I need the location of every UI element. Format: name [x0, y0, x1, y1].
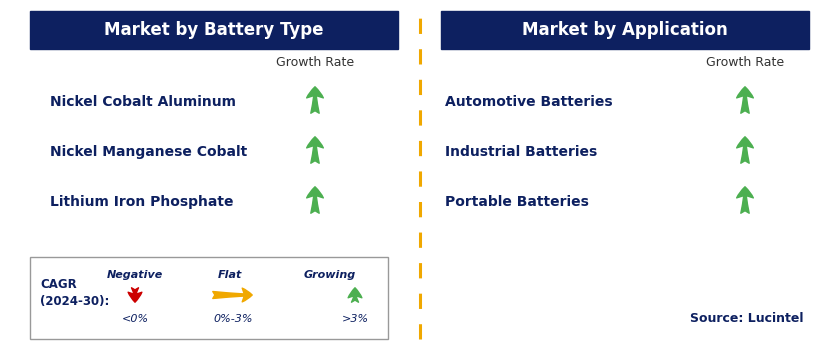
Text: >3%: >3%: [341, 314, 368, 324]
Text: Industrial Batteries: Industrial Batteries: [445, 145, 597, 159]
Text: Automotive Batteries: Automotive Batteries: [445, 95, 612, 109]
Text: Flat: Flat: [218, 270, 242, 280]
Text: Lithium Iron Phosphate: Lithium Iron Phosphate: [50, 195, 233, 209]
FancyBboxPatch shape: [30, 11, 398, 49]
FancyBboxPatch shape: [30, 257, 388, 339]
Text: Market by Battery Type: Market by Battery Type: [104, 21, 324, 39]
Text: CAGR: CAGR: [40, 277, 76, 291]
Text: <0%: <0%: [122, 314, 149, 324]
Text: (2024-30):: (2024-30):: [40, 296, 109, 308]
Text: Portable Batteries: Portable Batteries: [445, 195, 589, 209]
Text: Growing: Growing: [304, 270, 356, 280]
Text: Nickel Manganese Cobalt: Nickel Manganese Cobalt: [50, 145, 248, 159]
Text: Nickel Cobalt Aluminum: Nickel Cobalt Aluminum: [50, 95, 236, 109]
FancyBboxPatch shape: [441, 11, 809, 49]
Text: 0%-3%: 0%-3%: [213, 314, 253, 324]
Text: Source: Lucintel: Source: Lucintel: [690, 312, 804, 326]
Text: Growth Rate: Growth Rate: [706, 55, 784, 69]
Text: Negative: Negative: [107, 270, 163, 280]
Text: Growth Rate: Growth Rate: [276, 55, 354, 69]
Text: Market by Application: Market by Application: [522, 21, 728, 39]
